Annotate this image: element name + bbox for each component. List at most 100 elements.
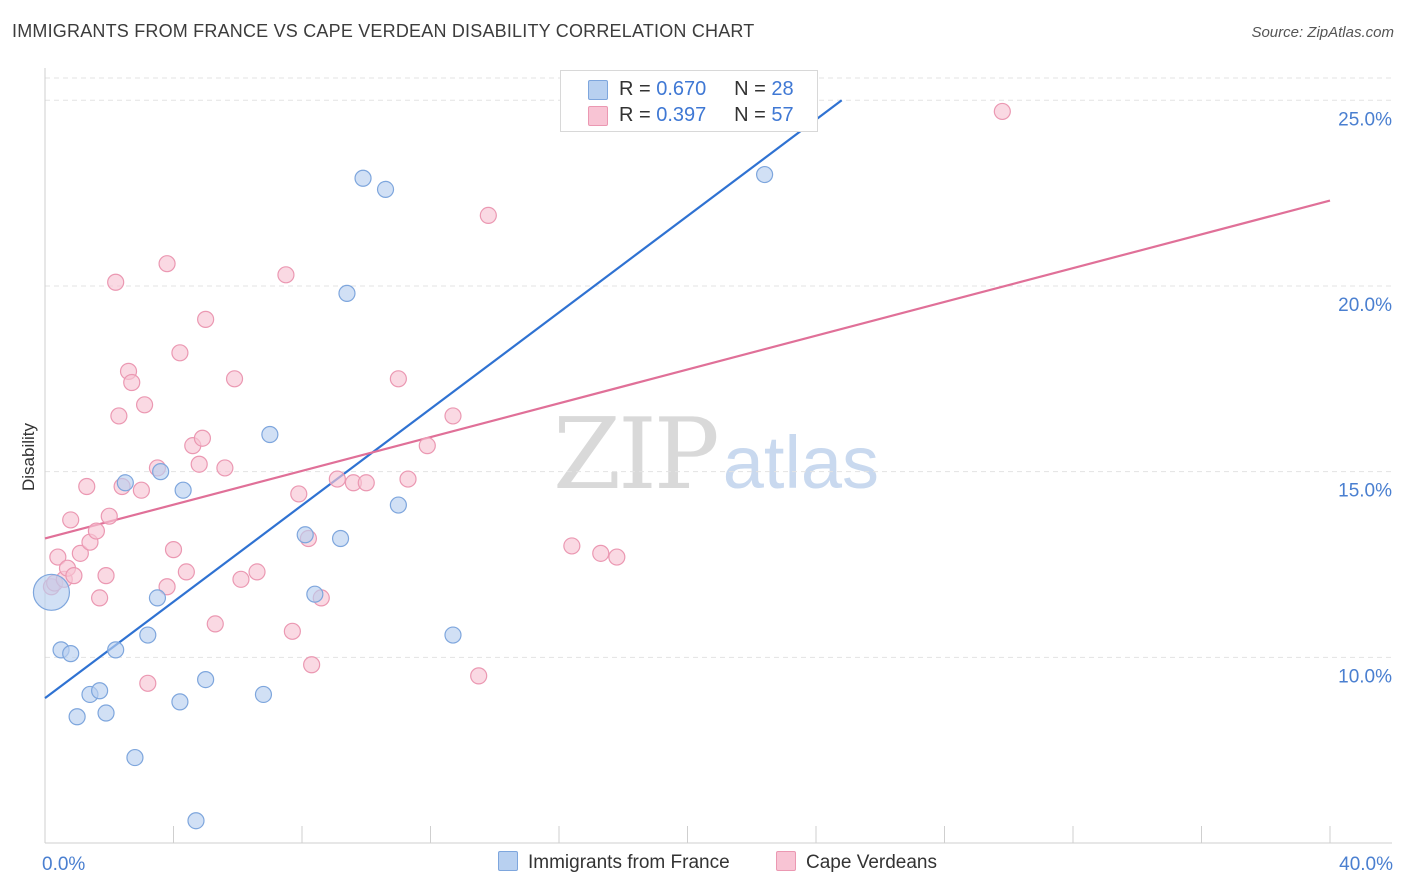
point-capeverde [177, 563, 195, 581]
point-france [306, 585, 324, 603]
legend-n-value: 57 [771, 104, 794, 126]
point-capeverde [303, 656, 321, 674]
point-france [389, 496, 407, 514]
y-tick-label: 20.0% [1338, 295, 1392, 316]
point-france [62, 645, 80, 663]
gridlines [45, 77, 1392, 658]
legend-label-capeverde: Cape Verdeans [806, 852, 937, 873]
correlation-legend: R = 0.670 N = 28 R = 0.397 N = 57 [560, 70, 818, 132]
point-france [171, 693, 189, 711]
point-capeverde [444, 407, 462, 425]
point-france [197, 671, 215, 689]
point-capeverde [399, 470, 417, 488]
trend-line-capeverde [44, 199, 1331, 540]
legend-r-label: R = [619, 104, 651, 126]
point-france [174, 481, 192, 499]
point-capeverde [139, 674, 157, 692]
point-capeverde [277, 266, 295, 284]
point-capeverde [608, 548, 626, 566]
point-capeverde [158, 255, 176, 273]
point-capeverde [164, 541, 183, 559]
point-capeverde [171, 344, 189, 362]
point-capeverde [193, 429, 212, 447]
point-capeverde [62, 511, 80, 529]
point-capeverde [78, 477, 96, 496]
point-capeverde [283, 622, 301, 640]
watermark-atlas: atlas [722, 421, 880, 504]
point-capeverde [197, 310, 215, 328]
x-tick-label: 0.0% [42, 854, 85, 875]
point-france [126, 748, 144, 767]
legend-n-label: N = [734, 78, 766, 100]
point-france [261, 425, 279, 444]
legend-r-label: R = [619, 78, 651, 100]
y-axis-title: Disability [19, 422, 38, 491]
legend-swatch-blue [588, 80, 608, 100]
point-capeverde [993, 102, 1011, 121]
point-france [254, 685, 273, 704]
legend-item-france: Immigrants from France [498, 851, 730, 874]
point-france [68, 708, 86, 726]
point-capeverde [232, 570, 250, 588]
point-capeverde [389, 370, 407, 388]
point-capeverde [357, 474, 375, 492]
point-france [354, 169, 372, 187]
legend-swatch-pink [588, 106, 608, 126]
point-capeverde [91, 589, 109, 607]
point-france [148, 589, 167, 607]
legend-r-value: 0.670 [656, 78, 707, 100]
point-france [444, 626, 462, 644]
point-capeverde [248, 563, 266, 581]
legend-r-value: 0.397 [656, 104, 707, 126]
point-capeverde [206, 615, 224, 633]
watermark: ZIPatlas [553, 398, 879, 512]
data-points [32, 102, 1011, 830]
legend-row-capeverde: R = 0.397 N = 57 [561, 102, 817, 128]
y-tick-label: 25.0% [1338, 109, 1392, 130]
point-france [97, 704, 115, 722]
point-france [107, 641, 125, 659]
point-capeverde [87, 522, 106, 540]
point-france [116, 474, 134, 492]
legend-label-france: Immigrants from France [528, 852, 730, 873]
axes [44, 68, 1392, 844]
point-france [755, 165, 774, 184]
point-capeverde [100, 507, 118, 525]
point-capeverde [71, 544, 89, 562]
point-france [338, 284, 356, 302]
point-capeverde [132, 481, 150, 499]
point-capeverde [65, 567, 83, 585]
legend-n-value: 28 [771, 78, 794, 100]
point-capeverde [123, 373, 141, 392]
point-capeverde [158, 578, 176, 596]
point-france [91, 682, 109, 700]
legend-swatch-pink [776, 851, 796, 871]
point-capeverde [135, 396, 154, 414]
axis-labels: 10.0% 15.0% 20.0% 25.0% 0.0% 40.0% Disability [19, 109, 1393, 875]
y-tick-label: 15.0% [1338, 481, 1392, 502]
point-capeverde [328, 470, 346, 488]
point-capeverde [225, 370, 244, 388]
point-france [187, 812, 205, 830]
point-france [331, 529, 350, 548]
x-tick-label: 40.0% [1339, 854, 1393, 875]
y-tick-label: 10.0% [1338, 666, 1392, 687]
point-france [152, 463, 170, 481]
trend-line-france [44, 99, 843, 700]
point-capeverde [216, 459, 234, 477]
point-capeverde [563, 537, 581, 555]
legend-n-label: N = [734, 104, 766, 126]
point-capeverde [190, 455, 208, 473]
point-capeverde [110, 407, 128, 425]
watermark-zip: ZIP [553, 398, 720, 512]
source-credit: Source: ZipAtlas.com [1251, 24, 1394, 41]
chart-title: IMMIGRANTS FROM FRANCE VS CAPE VERDEAN D… [12, 21, 755, 41]
point-capeverde [97, 567, 115, 585]
point-france [376, 180, 395, 199]
point-france [139, 626, 157, 644]
point-capeverde [418, 437, 436, 455]
point-capeverde [479, 206, 497, 225]
point-capeverde [592, 544, 610, 562]
legend-swatch-blue [498, 851, 518, 871]
